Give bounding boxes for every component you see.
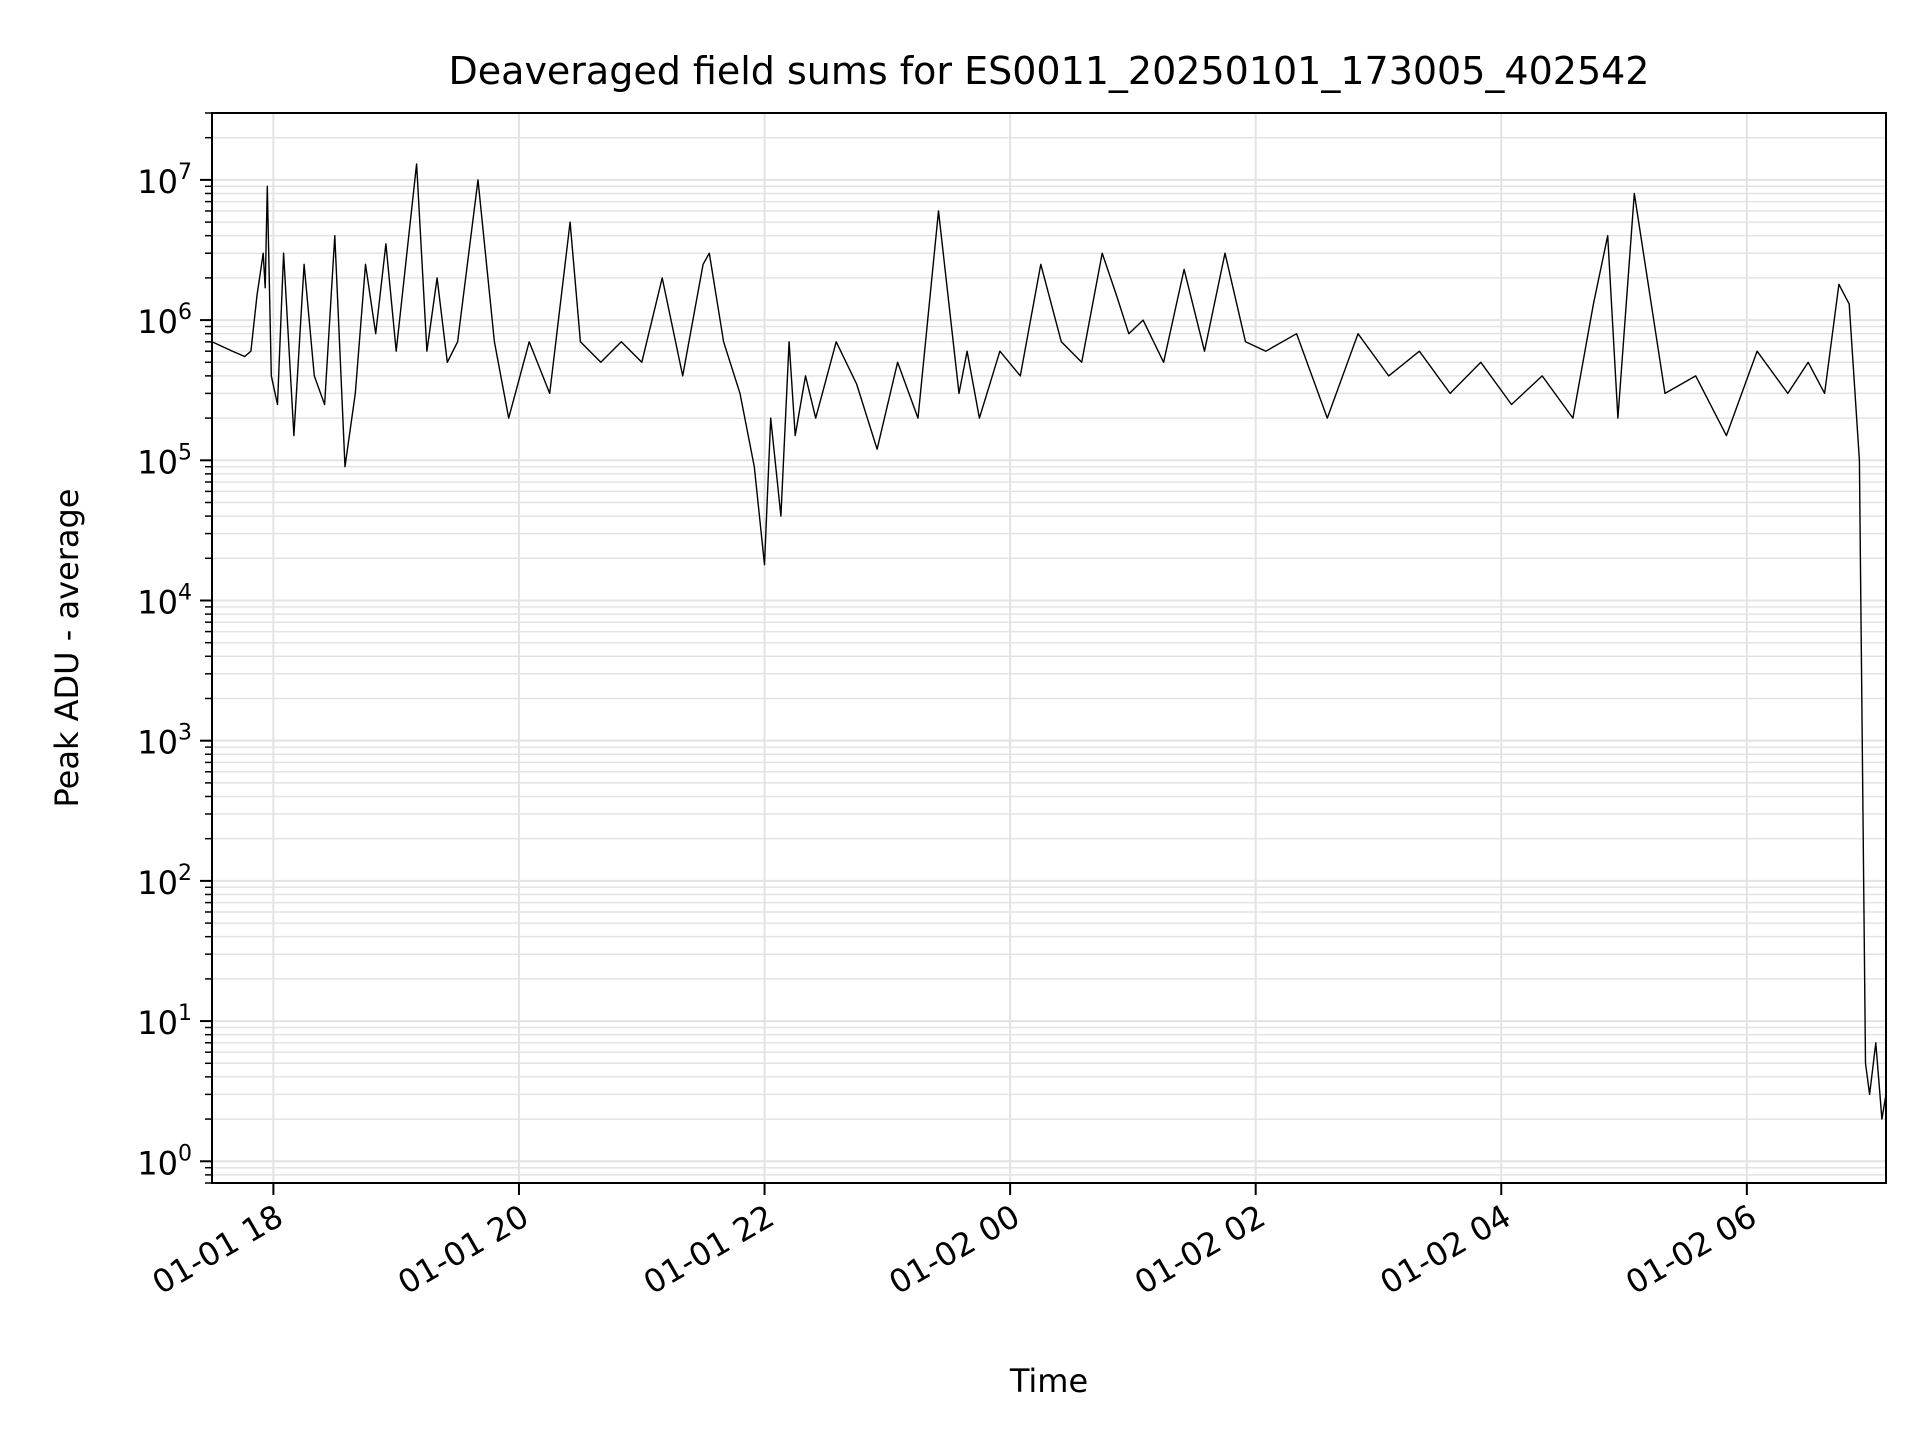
y-axis-label: Peak ADU - average	[48, 489, 86, 808]
y-tick-label: 103	[137, 721, 192, 762]
grid-major	[212, 113, 1886, 1183]
x-tick-label: 01-01 18	[146, 1197, 290, 1302]
y-tick-label: 107	[137, 160, 192, 201]
y-tick-label: 100	[137, 1141, 192, 1182]
x-tick-label: 01-02 00	[883, 1197, 1027, 1302]
y-tick-label: 104	[137, 580, 192, 621]
y-tick-label: 106	[137, 300, 192, 341]
plot-frame	[211, 112, 1887, 1184]
x-tick-label: 01-02 04	[1374, 1197, 1518, 1302]
chart-title: Deaveraged field sums for ES0011_2025010…	[449, 49, 1650, 93]
y-tick-label: 105	[137, 440, 192, 481]
x-tick-label: 01-02 02	[1128, 1197, 1272, 1302]
series-line	[211, 163, 1887, 1120]
x-tick-label: 01-02 06	[1619, 1197, 1763, 1302]
x-tick-label: 01-01 22	[637, 1197, 781, 1302]
plot-area	[212, 113, 1886, 1183]
x-axis: 01-01 18 01-01 20 01-01 22 01-02 00 01-02 02…	[146, 1183, 1763, 1302]
x-tick-label: 01-01 20	[391, 1197, 535, 1302]
x-axis-label: Time	[1009, 1362, 1088, 1400]
y-tick-label: 102	[137, 861, 192, 902]
y-tick-label: 101	[137, 1001, 192, 1042]
y-axis: 100 101 102 103 104 105 106 107	[137, 112, 212, 1184]
